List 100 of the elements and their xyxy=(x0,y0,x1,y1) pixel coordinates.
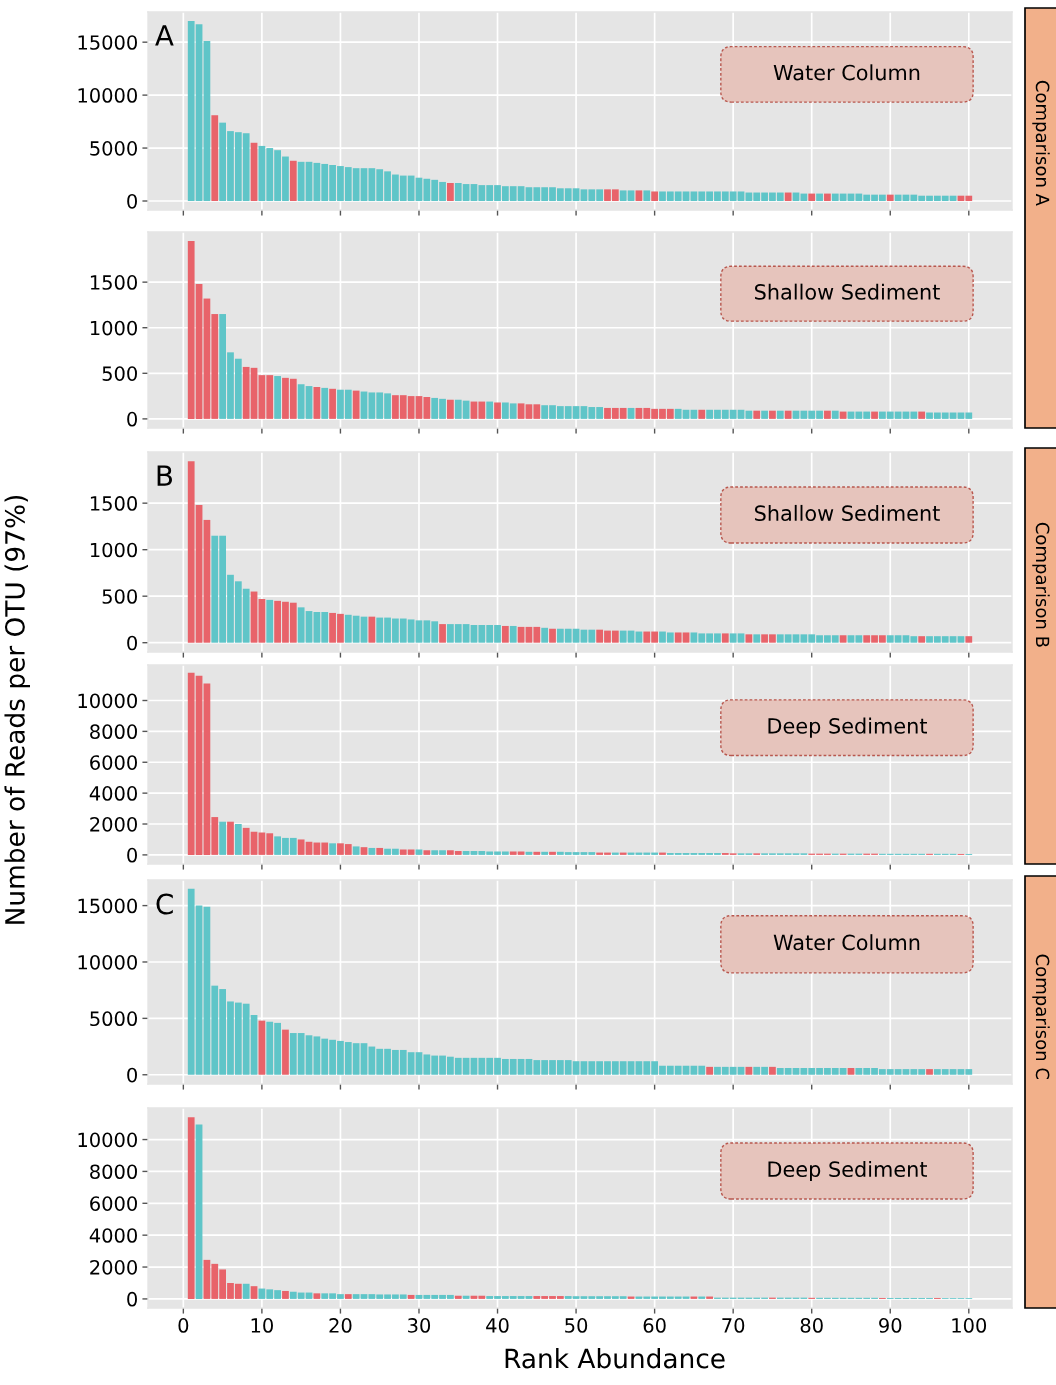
bar xyxy=(439,624,446,643)
x-tick-label: 70 xyxy=(722,1318,745,1333)
bar xyxy=(549,851,556,855)
bar xyxy=(289,160,297,201)
x-tick-label: 20 xyxy=(329,1318,352,1333)
bar xyxy=(462,851,470,855)
bar xyxy=(816,193,823,201)
y2-axis-title: Comparison A xyxy=(1032,80,1050,206)
y-tick-label: 0 xyxy=(127,1067,137,1083)
y-tick-label: 15000 xyxy=(78,898,137,914)
y-tick-label: 10000 xyxy=(78,1132,137,1148)
x-tick-label: 80 xyxy=(800,1318,823,1333)
bar xyxy=(423,850,431,855)
bar xyxy=(721,633,729,643)
bar xyxy=(407,1294,415,1299)
bar xyxy=(776,410,784,419)
bar xyxy=(918,636,926,643)
bar xyxy=(242,1283,250,1299)
bar xyxy=(784,192,792,201)
bar xyxy=(509,625,517,643)
bar xyxy=(494,402,501,419)
bar xyxy=(957,636,965,643)
bar xyxy=(282,1029,289,1075)
y-tick-label: 10000 xyxy=(78,954,137,970)
y2-axis-title: Comparison B xyxy=(1032,522,1050,647)
y-tick-label: 10000 xyxy=(78,693,137,709)
y-tick-label: 0 xyxy=(127,411,137,427)
y-axis-title: Number of Reads per OTU (97%) xyxy=(4,495,30,924)
bar xyxy=(525,1296,533,1299)
y2-axis-title: Comparison C xyxy=(1032,954,1050,1080)
bar xyxy=(753,634,761,643)
y-tick-label: 1500 xyxy=(90,496,137,511)
annotation: A xyxy=(155,25,174,46)
y-tick-label: 2000 xyxy=(90,1260,137,1275)
y-tick-label: 1000 xyxy=(90,320,137,336)
bar xyxy=(368,616,376,643)
annotation: C xyxy=(156,893,173,915)
bar xyxy=(447,399,454,419)
y-tick-label: 0 xyxy=(127,193,137,209)
bar xyxy=(352,390,360,419)
bar xyxy=(847,1067,855,1075)
bar xyxy=(234,824,242,855)
bar xyxy=(745,634,753,643)
text: Shallow Sediment xyxy=(754,283,940,300)
x-tick-label: 100 xyxy=(952,1318,987,1333)
y-tick-label: 6000 xyxy=(90,1196,137,1211)
x-tick-label: 90 xyxy=(879,1318,902,1333)
bar xyxy=(769,1066,776,1075)
bar xyxy=(329,843,336,855)
bar xyxy=(313,386,321,419)
bar xyxy=(965,636,973,643)
y-tick-label: 8000 xyxy=(90,1164,137,1180)
y-tick-label: 2000 xyxy=(90,816,137,832)
bar xyxy=(360,847,368,855)
y-tick-label: 15000 xyxy=(78,35,137,50)
y-tick-label: 1000 xyxy=(90,542,137,558)
bar xyxy=(502,625,509,643)
bar xyxy=(918,411,926,419)
bar xyxy=(643,190,651,201)
bar xyxy=(266,599,274,643)
y-tick-label: 0 xyxy=(127,635,137,651)
bar xyxy=(651,191,658,201)
bar xyxy=(321,387,329,419)
x-tick-label: 40 xyxy=(486,1318,509,1333)
bar xyxy=(886,194,894,201)
bar xyxy=(486,401,494,419)
y-tick-label: 500 xyxy=(102,366,137,381)
bar xyxy=(698,409,706,419)
bar xyxy=(706,1066,713,1075)
bar xyxy=(761,410,768,419)
bar xyxy=(753,410,761,419)
bar xyxy=(926,1069,933,1075)
bar xyxy=(187,1117,195,1299)
bar xyxy=(839,411,847,419)
bar xyxy=(250,1286,258,1299)
bar xyxy=(219,821,226,855)
x-tick-label: 50 xyxy=(565,1318,588,1333)
bar xyxy=(549,628,556,643)
y-tick-label: 0 xyxy=(127,847,137,863)
y-tick-label: 0 xyxy=(127,1291,137,1307)
bar xyxy=(541,851,549,855)
y-tick-label: 6000 xyxy=(90,755,137,770)
text: Water Column xyxy=(773,934,920,951)
y-tick-label: 4000 xyxy=(89,786,137,801)
bar xyxy=(211,115,219,201)
bar xyxy=(227,821,234,855)
bar xyxy=(274,376,281,419)
bar xyxy=(344,1294,352,1299)
bar xyxy=(745,1066,753,1075)
bar xyxy=(769,410,776,419)
x-tick-label: 10 xyxy=(251,1318,273,1333)
text: Shallow Sediment xyxy=(754,504,940,522)
bar xyxy=(784,410,792,419)
bar xyxy=(282,1290,289,1299)
annotation: B xyxy=(157,465,172,486)
bar xyxy=(824,193,831,201)
bar xyxy=(871,411,878,419)
bar xyxy=(517,403,525,419)
y-tick-label: 8000 xyxy=(90,724,137,740)
y-tick-label: 500 xyxy=(102,589,137,604)
